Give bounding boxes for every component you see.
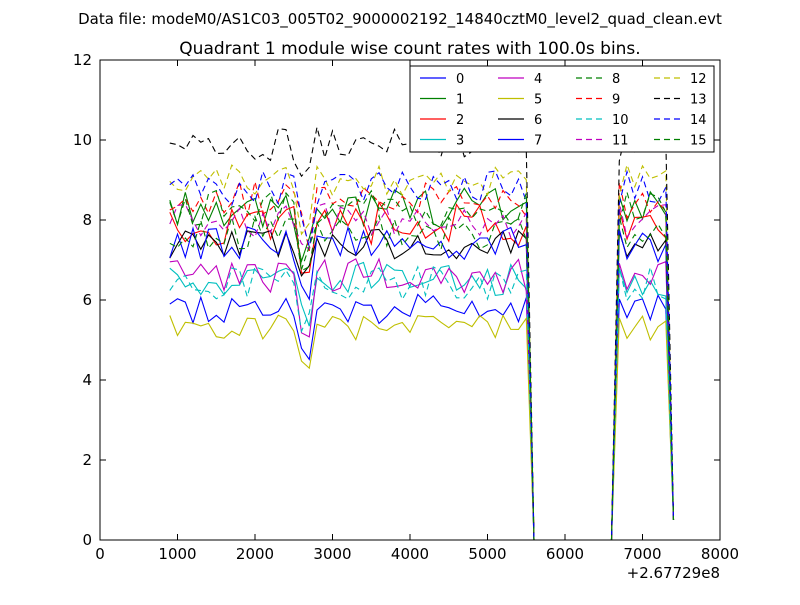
x-tick-label: 2000 bbox=[236, 545, 274, 563]
legend-label-5: 5 bbox=[534, 93, 542, 108]
x-offset-label: +2.67729e8 bbox=[627, 564, 720, 582]
series-line-8 bbox=[169, 213, 675, 541]
x-tick-label: 6000 bbox=[546, 545, 584, 563]
legend-label-14: 14 bbox=[690, 113, 707, 128]
series-line-13 bbox=[169, 124, 675, 541]
x-tick-label: 0 bbox=[95, 545, 105, 563]
legend-label-11: 11 bbox=[612, 134, 629, 149]
legend-label-10: 10 bbox=[612, 113, 629, 128]
legend-label-2: 2 bbox=[456, 113, 464, 128]
x-tick-label: 1000 bbox=[158, 545, 196, 563]
legend-label-0: 0 bbox=[456, 72, 464, 87]
legend-label-15: 15 bbox=[690, 134, 707, 149]
series-layer bbox=[169, 124, 675, 541]
x-tick-label: 5000 bbox=[468, 545, 506, 563]
legend-label-4: 4 bbox=[534, 72, 542, 87]
y-tick-label: 2 bbox=[82, 451, 92, 469]
legend-label-3: 3 bbox=[456, 134, 464, 149]
x-tick-label: 8000 bbox=[701, 545, 739, 563]
legend-label-7: 7 bbox=[534, 134, 542, 149]
x-tick-label: 3000 bbox=[313, 545, 351, 563]
legend-label-9: 9 bbox=[612, 93, 620, 108]
legend-label-13: 13 bbox=[690, 93, 707, 108]
legend-label-1: 1 bbox=[456, 93, 464, 108]
y-tick-label: 8 bbox=[82, 211, 92, 229]
x-tick-label: 4000 bbox=[391, 545, 429, 563]
y-tick-label: 12 bbox=[73, 51, 92, 69]
y-tick-label: 10 bbox=[73, 131, 92, 149]
legend-box bbox=[409, 65, 715, 153]
legend-label-6: 6 bbox=[534, 113, 542, 128]
tick-layer: 0 1000 2000 3000 4000 5000 6000 7000 80000246810… bbox=[73, 51, 739, 563]
x-tick-label: 7000 bbox=[623, 545, 661, 563]
legend-label-12: 12 bbox=[690, 72, 707, 87]
y-tick-label: 0 bbox=[82, 531, 92, 549]
chart-suptitle: Data file: modeM0/AS1C03_005T02_90000021… bbox=[78, 10, 722, 29]
chart-title: Quadrant 1 module wise count rates with … bbox=[179, 39, 640, 59]
y-tick-label: 6 bbox=[82, 291, 92, 309]
y-tick-label: 4 bbox=[82, 371, 92, 389]
series-line-15 bbox=[169, 189, 675, 541]
legend-label-8: 8 bbox=[612, 72, 620, 87]
